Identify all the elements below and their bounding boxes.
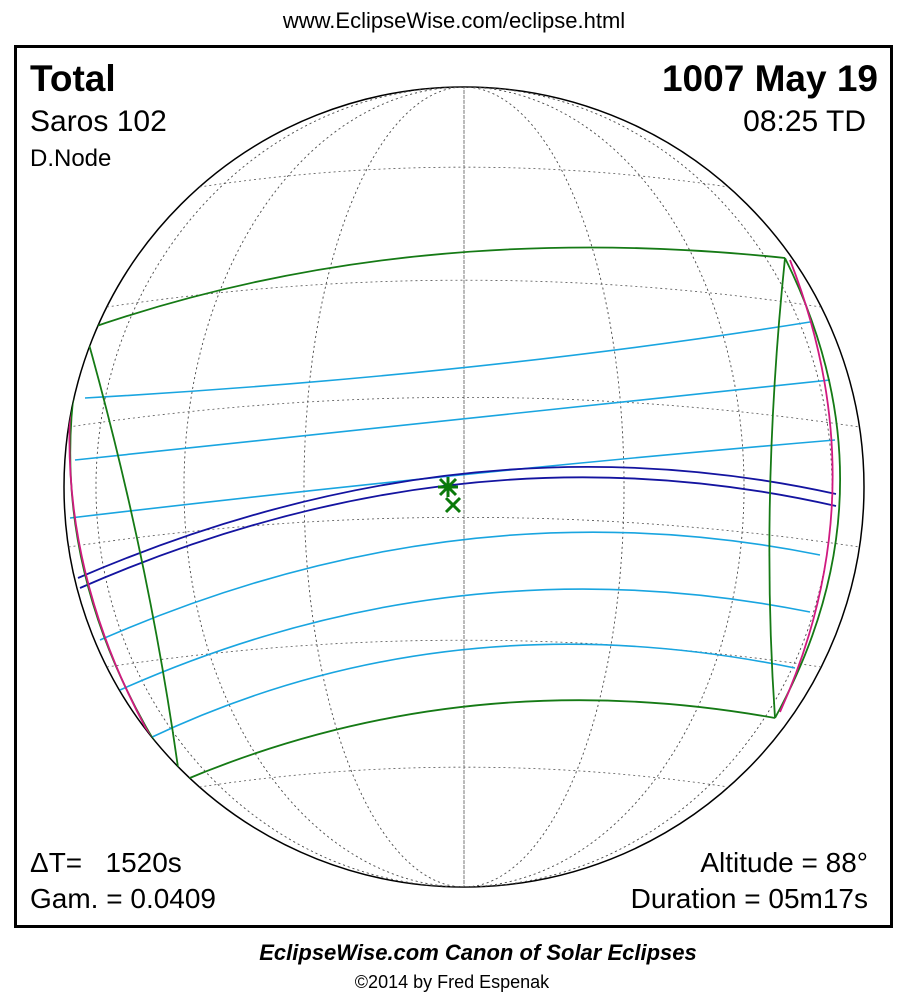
path-limit <box>79 476 837 589</box>
parallel <box>68 516 860 548</box>
url: www.EclipseWise.com/eclipse.html <box>282 8 625 33</box>
magnitude-line <box>69 439 836 519</box>
time: 08:25 TD <box>743 105 866 138</box>
magnitude-line <box>149 643 796 739</box>
meridian <box>183 87 745 887</box>
gamma: Gam. = 0.0409 <box>30 883 216 914</box>
meridian <box>303 87 625 887</box>
saros: Saros 102 <box>30 105 167 138</box>
boundary <box>774 257 842 719</box>
magnitude-line <box>84 321 811 399</box>
magnitude-line <box>99 531 821 641</box>
boundary <box>84 329 181 783</box>
delta-t: ΔT= 1520s <box>30 847 182 878</box>
magnitude-line <box>74 379 831 461</box>
boundary <box>179 699 776 783</box>
parallel <box>199 766 729 788</box>
magnitude-line <box>119 588 811 691</box>
greatest-eclipse-marker <box>438 477 462 514</box>
footer-title: EclipseWise.com Canon of Solar Eclipses <box>259 940 697 965</box>
rise-set-curve <box>779 259 834 713</box>
eclipse-path <box>68 246 842 783</box>
altitude: Altitude = 88° <box>700 847 868 878</box>
boundary <box>768 257 786 719</box>
node: D.Node <box>30 145 111 172</box>
footer-credit: ©2014 by Fred Espenak <box>355 972 550 992</box>
path-limit <box>77 466 837 579</box>
boundary <box>84 246 786 331</box>
parallel <box>199 166 729 188</box>
duration: Duration = 05m17s <box>631 883 868 914</box>
eclipse-date: 1007 May 19 <box>662 58 878 99</box>
parallel <box>68 396 860 428</box>
eclipse-type: Total <box>30 58 116 99</box>
